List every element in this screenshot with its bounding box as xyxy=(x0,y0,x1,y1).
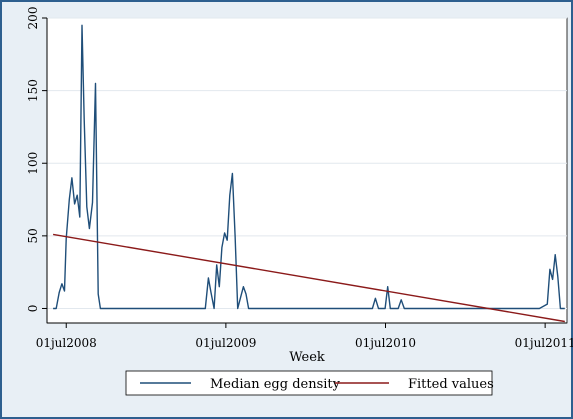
x-tick-label-01jul2008: 01jul2008 xyxy=(36,336,97,350)
y-tick-label-100: 100 xyxy=(26,152,40,175)
series-lines xyxy=(52,24,565,323)
x-tick-label-01jul2011: 01jul2011 xyxy=(515,336,573,350)
x-axis-title: Week xyxy=(289,350,325,365)
series-line-fitted-values xyxy=(52,233,565,323)
y-tick-label-0: 0 xyxy=(26,305,40,313)
y-axis-ticks: 0 50 100 150 200 xyxy=(26,7,47,313)
series-line-median-egg-density xyxy=(53,24,565,310)
x-tick-label-01jul2009: 01jul2009 xyxy=(195,336,256,350)
y-tick-label-50: 50 xyxy=(26,228,40,243)
x-axis-ticks: 01jul2008 01jul2009 01jul2010 01jul2011 xyxy=(36,323,573,350)
y-tick-label-200: 200 xyxy=(26,7,40,30)
y-tick-label-150: 150 xyxy=(26,79,40,102)
plot-area xyxy=(46,17,568,324)
legend-label-median-egg-density: Median egg density xyxy=(210,377,341,392)
x-tick-label-01jul2010: 01jul2010 xyxy=(355,336,416,350)
legend-label-fitted-values: Fitted values xyxy=(408,377,494,392)
legend: Median egg density Fitted values xyxy=(125,370,494,396)
